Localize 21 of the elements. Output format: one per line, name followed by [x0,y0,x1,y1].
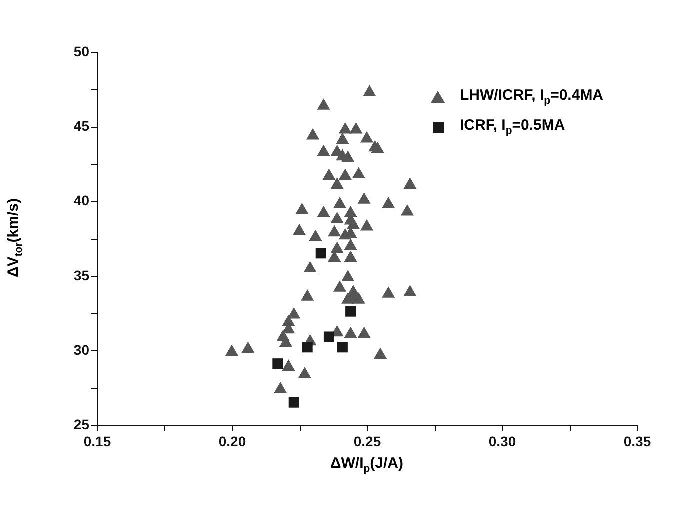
point [272,358,284,370]
y-tick-label: 50 [74,44,90,60]
point [324,332,334,342]
y-tick-label: 40 [74,192,90,209]
y-tick-label: 30 [74,342,90,358]
point [316,248,326,259]
x-tick-label: 0.15 [84,434,112,450]
x-tick-label: 0.30 [488,434,516,450]
point [346,306,356,317]
point [337,342,348,353]
y-tick-label: 25 [74,416,90,432]
legend-label: ICRF, I$_{p}$=0.5MA [460,117,566,137]
y-tick-label: 35 [74,267,90,284]
x-tick-label: 0.35 [624,434,652,450]
point [302,342,313,353]
x-tick-label: 0.20 [218,434,246,450]
legend-label: LHW/ICRF, I$_{p}$=0.4MA [460,87,604,107]
point [288,397,300,408]
x-axis-title: ΔW/I$_{p}$(J/A) [329,455,405,475]
x-tick-label: 0.25 [354,434,382,450]
y-tick-label: 45 [74,118,90,134]
